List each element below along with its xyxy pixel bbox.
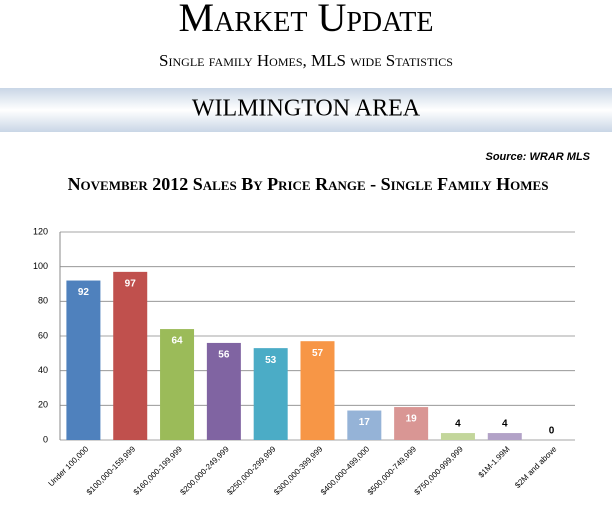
page-subtitle: Single family Homes, MLS wide Statistics [159,51,453,70]
bar [160,329,195,440]
x-tick-label: $1M-1.99M [477,444,512,479]
bar [113,271,148,440]
bar [66,280,101,440]
x-tick-label: $200,000-249,999 [178,444,231,497]
x-tick-label: $400,000-499,000 [319,444,372,497]
y-tick-label: 40 [38,365,48,375]
area-title: WILMINGTON AREA [192,96,421,122]
bar [300,341,335,440]
y-tick-label: 60 [38,330,48,340]
bar [440,433,475,440]
y-tick-label: 0 [43,434,48,444]
source: Source: WRAR MLS [486,151,591,163]
x-tick-label: $100,000-159,999 [85,444,138,497]
x-tick-label: $160,000-199,999 [132,444,185,497]
x-tick-label: $250,000-299,999 [225,444,278,497]
x-tick-label: $300,000-399,999 [272,444,325,497]
value-label: 64 [171,336,183,347]
bar [394,407,429,440]
value-label: 53 [265,355,277,366]
bar [487,433,522,440]
y-tick-label: 100 [33,261,48,271]
value-label: 97 [125,279,137,290]
value-label: 0 [549,426,555,437]
chart-title: November 2012 Sales By Price Range - Sin… [68,174,549,194]
value-label: 92 [78,287,90,298]
x-tick-label: $500,000-749,999 [366,444,419,497]
x-tick-label: $750,000-999,999 [413,444,466,497]
value-label: 19 [406,414,418,425]
y-tick-label: 120 [33,226,48,236]
value-label: 4 [455,419,461,430]
value-label: 4 [502,419,508,430]
y-tick-label: 20 [38,400,48,410]
y-tick-label: 80 [38,296,48,306]
area-band [0,88,612,132]
value-label: 57 [312,348,324,359]
value-label: 17 [359,417,371,428]
x-tick-label: Under 100,000 [47,444,91,488]
x-tick-label: $2M and above [513,444,559,490]
bar [347,410,382,440]
value-label: 56 [218,350,230,361]
bar [253,348,288,440]
bar [206,342,241,440]
page-title: Market Update [179,0,434,40]
